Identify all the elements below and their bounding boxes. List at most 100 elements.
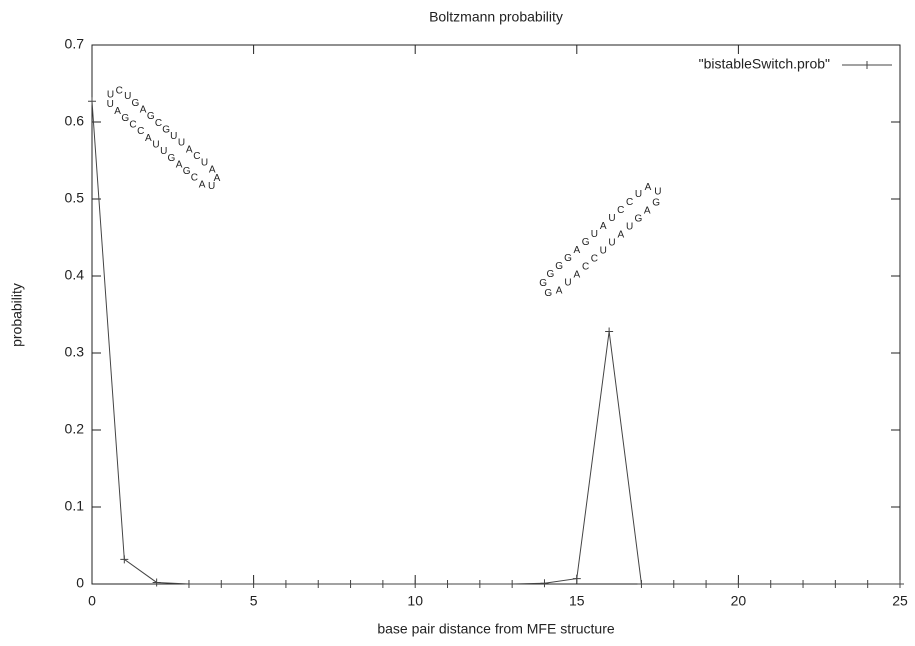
point-marker: [314, 580, 323, 588]
point-marker: [152, 578, 161, 587]
rna-base: U: [626, 221, 633, 232]
y-tick-label: 0.1: [65, 498, 85, 514]
rna-base: A: [600, 221, 607, 232]
rna-base: C: [193, 151, 200, 162]
rna-base: U: [124, 91, 131, 102]
point-marker: [605, 327, 614, 336]
rna-base: G: [121, 113, 129, 124]
rna-base: G: [635, 213, 643, 224]
point-marker: [378, 580, 387, 588]
point-marker: [831, 580, 840, 588]
point-marker: [184, 580, 193, 588]
rna-base: C: [626, 197, 633, 208]
legend-label: "bistableSwitch.prob": [699, 56, 830, 72]
point-marker: [508, 580, 517, 588]
point-marker: [281, 580, 290, 588]
rna-base: G: [162, 124, 170, 135]
rna-base: A: [176, 159, 183, 170]
x-tick-label: 0: [88, 593, 96, 609]
point-marker: [88, 97, 96, 106]
rna-base: G: [132, 98, 140, 109]
rna-base: A: [573, 245, 580, 256]
y-tick-label: 0.5: [65, 190, 85, 206]
rna-base: U: [608, 237, 615, 248]
rna-base: G: [147, 111, 155, 122]
rna-base: C: [155, 118, 162, 129]
x-tick-label: 5: [250, 593, 258, 609]
rna-base: U: [635, 189, 642, 200]
point-marker: [249, 580, 258, 588]
rna-base: A: [214, 173, 221, 184]
x-axis-label: base pair distance from MFE structure: [377, 621, 615, 637]
rna-base: U: [201, 158, 208, 169]
rna-base: U: [564, 277, 571, 288]
rna-base: C: [137, 126, 144, 137]
rna-base: U: [591, 229, 598, 240]
rna-base: A: [556, 285, 563, 296]
rna-base: U: [208, 181, 215, 192]
rna-base: G: [547, 269, 555, 280]
point-marker: [540, 579, 549, 588]
rna-base: C: [129, 120, 136, 131]
x-tick-label: 15: [569, 593, 585, 609]
rna-base: A: [209, 164, 216, 175]
x-tick-label: 25: [892, 593, 908, 609]
rna-base: G: [555, 261, 563, 272]
rna-base: A: [573, 269, 580, 280]
rna-base: A: [645, 182, 652, 193]
y-tick-label: 0.6: [65, 113, 85, 129]
rna-base: U: [107, 90, 114, 101]
plot-frame: [91, 44, 901, 585]
rna-base: A: [186, 144, 193, 155]
rna-base: U: [608, 213, 615, 224]
y-tick-label: 0.4: [65, 267, 85, 283]
rna-base: C: [582, 261, 589, 272]
rna-base: G: [652, 197, 660, 208]
point-marker: [572, 574, 581, 583]
rna-base: A: [114, 106, 121, 117]
rna-base: C: [116, 86, 123, 97]
rna-base: G: [544, 288, 552, 299]
rna-base: U: [178, 138, 185, 149]
point-marker: [896, 580, 904, 588]
rna-base: U: [107, 99, 114, 110]
point-marker: [217, 580, 226, 588]
x-tick-label: 10: [407, 593, 423, 609]
rna-base: U: [152, 140, 159, 151]
rna-base: G: [564, 253, 572, 264]
y-tick-label: 0.2: [65, 421, 85, 437]
chart-title: Boltzmann probability: [429, 9, 563, 25]
rna-base: C: [591, 253, 598, 264]
series-line: [91, 101, 900, 585]
point-marker: [734, 580, 743, 588]
rna-base: C: [191, 173, 198, 184]
rna-base: A: [199, 179, 206, 190]
rna-base: A: [140, 104, 147, 115]
point-marker: [702, 580, 711, 588]
point-marker: [443, 580, 452, 588]
rna-base: G: [582, 237, 590, 248]
rna-base: A: [145, 133, 152, 144]
point-marker: [799, 580, 808, 588]
rna-base: U: [654, 186, 661, 197]
y-tick-label: 0.7: [65, 36, 85, 52]
point-marker: [346, 580, 355, 588]
rna-base: U: [170, 131, 177, 142]
rna-base: G: [539, 278, 547, 289]
point-marker: [637, 580, 646, 588]
x-tick-label: 20: [731, 593, 747, 609]
point-marker: [475, 580, 484, 588]
point-marker: [766, 580, 775, 588]
point-marker: [120, 555, 129, 564]
point-marker: [863, 580, 872, 588]
rna-base: U: [160, 146, 167, 157]
rna-base: G: [183, 166, 191, 177]
rna-base: G: [168, 153, 176, 164]
rna-base: A: [617, 229, 624, 240]
point-marker: [411, 580, 420, 588]
rna-base: U: [600, 245, 607, 256]
rna-base: C: [617, 205, 624, 216]
y-tick-label: 0.3: [65, 344, 85, 360]
y-tick-label: 0: [76, 575, 84, 591]
